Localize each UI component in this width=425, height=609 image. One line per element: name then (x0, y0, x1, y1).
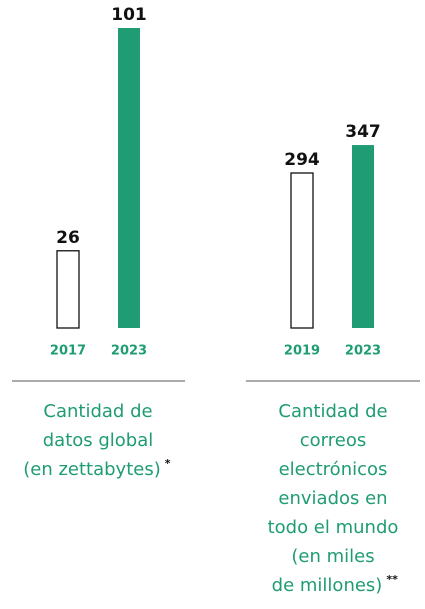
caption-line: Cantidad de (278, 401, 387, 422)
value-label: 101 (111, 5, 147, 25)
value-label: 26 (56, 228, 80, 248)
bar (290, 172, 314, 329)
caption-line: correos (300, 430, 366, 451)
caption-line: datos global (43, 430, 154, 451)
caption-line: de millones) (272, 575, 383, 596)
caption-line: (en zettabytes) (23, 459, 161, 480)
bar (56, 250, 80, 329)
caption-line: enviados en (278, 488, 387, 509)
value-label: 294 (284, 150, 320, 170)
value-label: 347 (345, 122, 381, 142)
category-label: 2023 (111, 344, 147, 359)
category-label: 2023 (345, 344, 381, 359)
caption-line: Cantidad de (43, 401, 152, 422)
category-label: 2017 (50, 344, 86, 359)
caption-line: electrónicos (279, 459, 388, 480)
footnote-marker: * (165, 457, 171, 470)
category-label: 2019 (284, 344, 320, 359)
bar (352, 145, 374, 328)
footnote-marker: ** (386, 573, 398, 586)
caption-line: (en miles (291, 546, 374, 567)
bar (118, 28, 140, 328)
caption-line: todo el mundo (268, 517, 399, 538)
